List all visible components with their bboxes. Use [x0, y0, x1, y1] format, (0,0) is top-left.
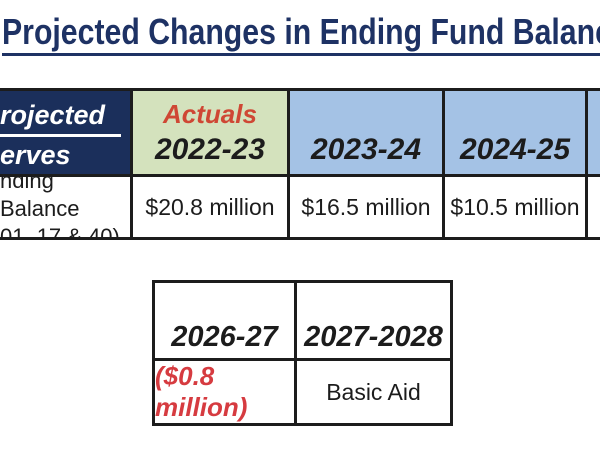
year-header-cutoff-cell: [588, 88, 600, 177]
actuals-header-cell: Actuals 2022-23: [133, 88, 290, 177]
year-header-2027-2028: 2027-2028: [297, 283, 450, 361]
value-cutoff-cell: [588, 177, 600, 240]
row-label-line2: 01, 17 & 40): [0, 223, 120, 240]
actuals-year-label: 2022-23: [154, 132, 266, 166]
corner-header-line1: rojected: [0, 97, 122, 137]
value-cell-2026-27: ($0.8 million): [155, 361, 297, 423]
year-header-2026-27: 2026-27: [155, 283, 297, 361]
year-header-2024-25: 2024-25: [445, 88, 588, 177]
corner-header-line2: erves: [0, 140, 71, 170]
row-label-cell: nding Balance 01, 17 & 40): [0, 177, 133, 240]
page-title: Projected Changes in Ending Fund Balance: [2, 12, 600, 56]
page-title-wrap: Projected Changes in Ending Fund Balance: [2, 12, 600, 56]
value-cell-2023-24: $16.5 million: [290, 177, 445, 240]
table-corner-header-cell: rojected erves: [0, 88, 133, 177]
fund-balance-table: rojected erves Actuals 2022-23 2023-24 2…: [0, 88, 600, 240]
value-cell-2022-23: $20.8 million: [133, 177, 290, 240]
future-years-table: 2026-27 2027-2028 ($0.8 million) Basic A…: [152, 280, 453, 426]
actuals-label: Actuals: [163, 98, 257, 129]
row-label-line1: nding Balance: [0, 177, 80, 221]
value-cell-2027-2028: Basic Aid: [326, 378, 421, 405]
year-header-2023-24: 2023-24: [290, 88, 445, 177]
value-cell-2024-25: $10.5 million: [445, 177, 588, 240]
